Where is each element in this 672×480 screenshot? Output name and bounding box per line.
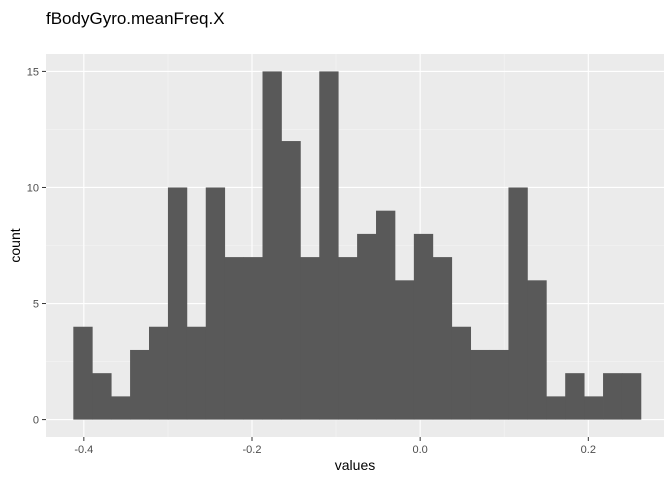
y-axis-title: count [7, 228, 23, 262]
histogram-bar [224, 257, 244, 420]
histogram-bar [470, 349, 490, 420]
histogram-bar [489, 349, 509, 420]
chart-title: fBodyGyro.meanFreq.X [46, 9, 225, 28]
histogram-bar [565, 373, 585, 420]
histogram-bar [357, 233, 377, 420]
histogram-bar [262, 71, 282, 420]
histogram-bar [319, 71, 339, 420]
y-tick-label: 0 [33, 415, 39, 427]
y-tick-label: 10 [27, 182, 39, 194]
x-tick-label: -0.2 [243, 444, 262, 456]
histogram-bar [508, 187, 528, 420]
x-tick-label: 0.0 [413, 444, 428, 456]
histogram-bar [149, 326, 169, 420]
histogram-bar [527, 280, 547, 420]
histogram-bar [376, 210, 396, 420]
histogram-bar [92, 373, 112, 420]
histogram-bar [394, 280, 415, 420]
histogram-bar [621, 373, 642, 420]
histogram-bar [546, 396, 566, 420]
histogram-bar [73, 326, 93, 420]
histogram-bar [603, 373, 623, 420]
histogram-bar [167, 187, 188, 420]
y-tick-label: 15 [27, 66, 39, 78]
histogram-bar [186, 326, 207, 420]
histogram-bar [338, 257, 358, 420]
histogram-bar [281, 141, 301, 420]
x-axis: -0.4 -0.2 0.0 0.2 [74, 437, 596, 456]
histogram-bar [111, 396, 131, 420]
y-tick-label: 5 [33, 299, 39, 311]
histogram-bar [205, 187, 226, 420]
y-axis: 0 5 10 15 [27, 66, 46, 427]
histogram-bar [130, 349, 150, 420]
bars [73, 71, 642, 420]
histogram-bar [300, 257, 320, 420]
x-axis-title: values [335, 457, 375, 473]
histogram-bar [432, 257, 453, 420]
x-tick-label: 0.2 [581, 444, 596, 456]
histogram-bar [413, 233, 434, 420]
x-tick-label: -0.4 [74, 444, 93, 456]
histogram-bar [451, 326, 472, 420]
histogram-bar [584, 396, 604, 420]
histogram-bar [243, 257, 263, 420]
